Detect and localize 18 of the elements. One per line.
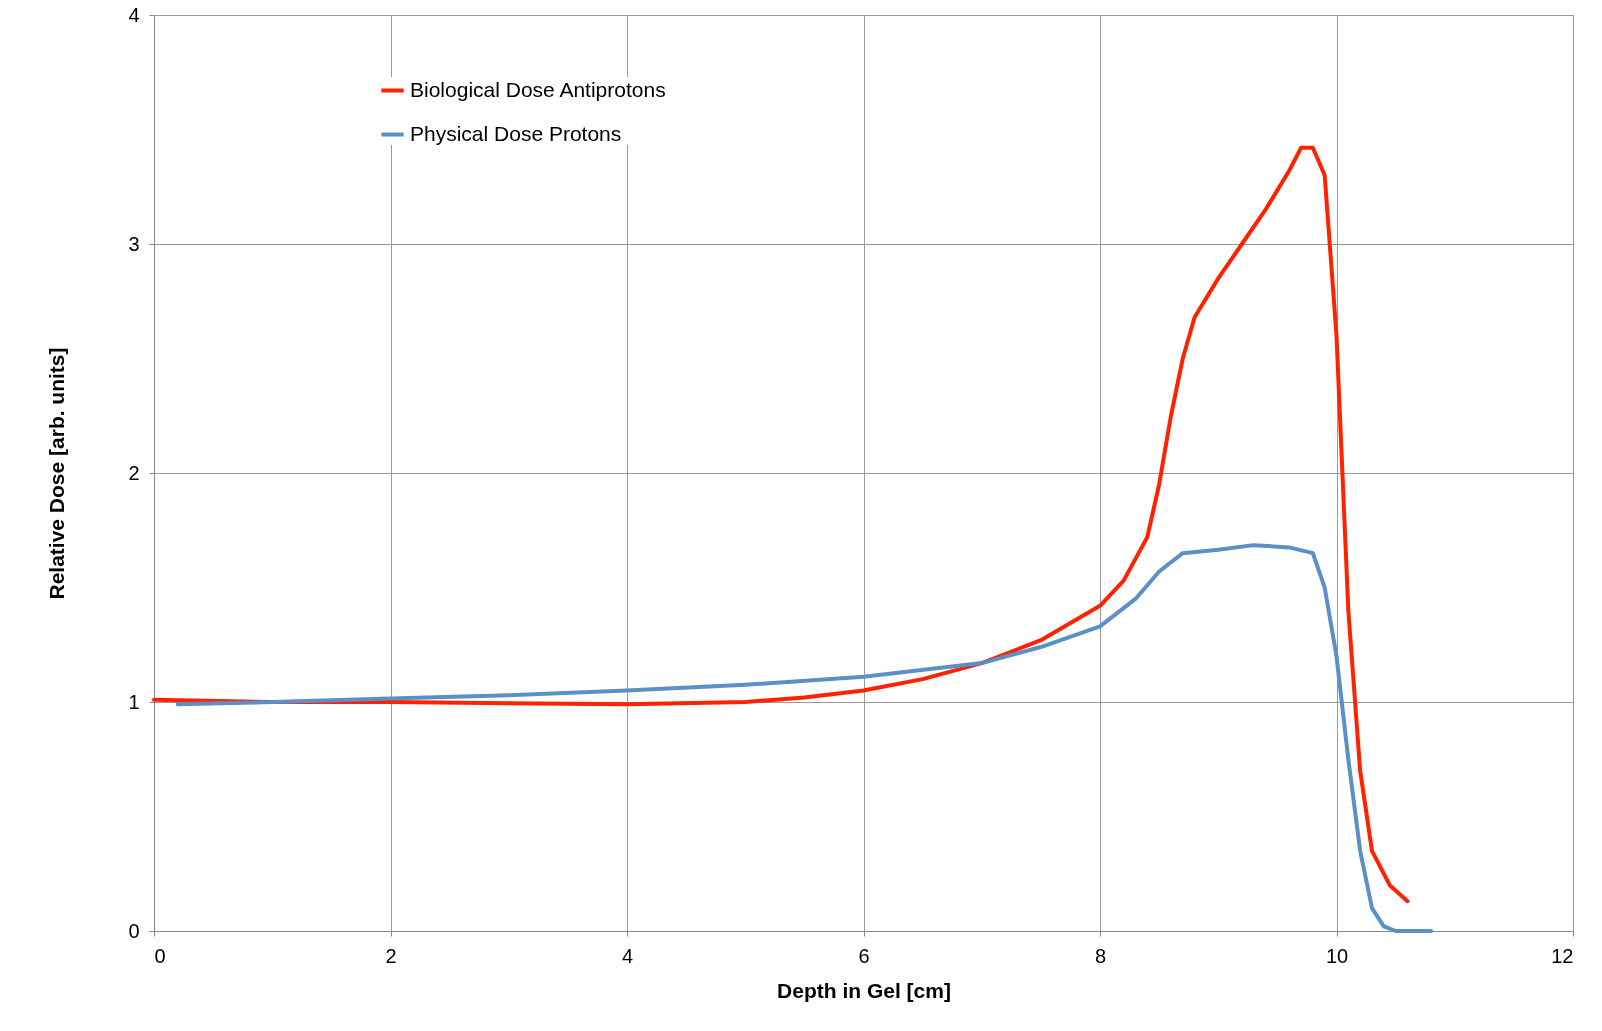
x-tick-label: 0 <box>154 944 166 967</box>
y-tick-label: 3 <box>128 232 140 255</box>
x-tick-label: 8 <box>1094 944 1107 967</box>
x-tick-label: 10 <box>1325 944 1349 967</box>
y-tick-label: 4 <box>128 3 140 26</box>
line-series <box>152 145 1410 904</box>
x-tick-label: 4 <box>621 944 634 967</box>
line-series <box>175 543 1434 933</box>
x-tick-label: 12 <box>1551 944 1574 967</box>
x-tick-label: 2 <box>385 944 397 967</box>
x-axis-title: Depth in Gel [cm] <box>777 978 951 1002</box>
x-tick-label: 6 <box>858 944 870 967</box>
y-tick-label: 1 <box>128 690 140 713</box>
y-tick-label: 0 <box>128 919 140 942</box>
legend-label: Biological Dose Antiprotons <box>410 77 666 101</box>
y-tick-label: 2 <box>128 461 140 484</box>
y-axis-title: Relative Dose [arb. units] <box>45 347 69 600</box>
legend-label: Physical Dose Protons <box>410 121 622 145</box>
